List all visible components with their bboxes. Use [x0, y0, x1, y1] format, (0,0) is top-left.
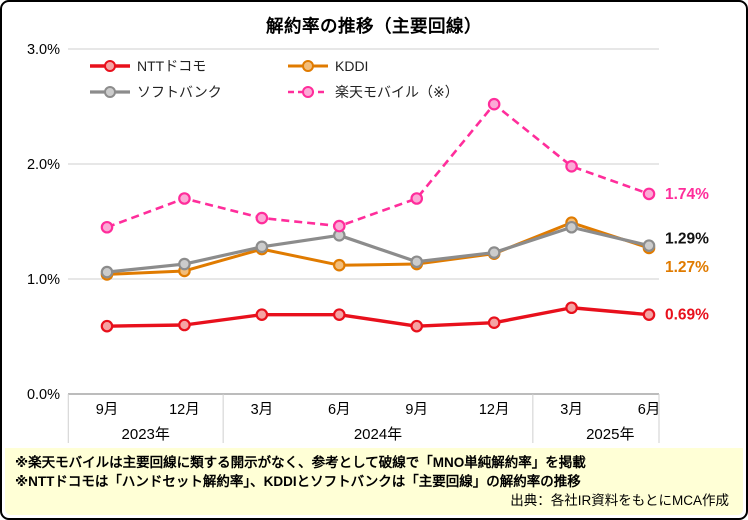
year-label: 2025年 [586, 426, 634, 443]
legend-marker-rakuten [302, 86, 314, 98]
legend-label-rakuten: 楽天モバイル（※） [335, 84, 459, 100]
series-marker-softbank [255, 240, 269, 254]
series-marker-docomo [565, 301, 578, 315]
series-marker-softbank [178, 257, 191, 271]
series-marker-docomo [332, 308, 346, 321]
x-tick-label: 12月 [479, 402, 510, 418]
y-tick-label: 1.0% [27, 272, 60, 288]
series-marker-docomo [410, 319, 424, 333]
legend-marker-docomo [104, 60, 116, 72]
x-tick-label: 9月 [405, 402, 428, 418]
legend-marker-kddi [302, 60, 314, 72]
x-tick-label: 6月 [638, 402, 661, 418]
x-tick-label: 6月 [328, 402, 351, 418]
series-marker-rakuten [642, 187, 656, 201]
x-tick-label: 12月 [169, 402, 200, 418]
note-line-1: ※楽天モバイルは主要回線に類する開示がなく、参考として破線で「MNO単純解約率」… [15, 455, 586, 470]
y-tick-label: 2.0% [27, 157, 60, 173]
series-marker-rakuten [487, 97, 501, 111]
series-marker-rakuten [255, 211, 269, 225]
x-tick-label: 3月 [560, 402, 583, 418]
legend-label-kddi: KDDI [335, 58, 368, 74]
series-marker-rakuten [100, 220, 114, 234]
end-label-docomo: 0.69% [665, 307, 709, 324]
series-line-docomo [106, 306, 650, 328]
notes-box: ※楽天モバイルは主要回線に類する開示がなく、参考として破線で「MNO単純解約率」… [5, 448, 743, 515]
series-marker-docomo [100, 319, 114, 333]
series-marker-softbank [565, 220, 578, 234]
series-marker-rakuten [178, 192, 191, 205]
note-line-2: ※NTTドコモは「ハンドセット解約率」、KDDIとソフトバンクは「主要回線」の解… [15, 474, 581, 489]
y-tick-label: 3.0% [27, 42, 60, 58]
end-label-rakuten: 1.74% [665, 186, 709, 203]
legend-marker-softbank [104, 86, 116, 98]
series-marker-softbank [100, 265, 114, 279]
chart-title: 解約率の推移（主要回線） [266, 16, 482, 36]
end-label-softbank: 1.29% [665, 231, 709, 248]
x-tick-label: 9月 [96, 402, 119, 418]
series-marker-softbank [642, 239, 656, 252]
series-marker-docomo [642, 308, 656, 321]
series-marker-softbank [410, 255, 424, 269]
y-tick-label: 0.0% [27, 387, 60, 403]
x-tick-label: 3月 [251, 402, 274, 418]
series-marker-docomo [178, 318, 191, 332]
series-marker-kddi [332, 258, 346, 272]
series-marker-docomo [255, 308, 269, 321]
series-line-rakuten [106, 102, 650, 229]
series-marker-docomo [487, 316, 501, 329]
chart-svg: 0.0% 1.0% 2.0% 3.0% 9月 12月 3月 6月 9月 12月 3月 6月 2023年 2… [27, 42, 709, 443]
legend-label-docomo: NTTドコモ [137, 58, 206, 74]
series-marker-rakuten [410, 192, 424, 205]
year-label: 2024年 [354, 426, 402, 443]
series-marker-rakuten [332, 219, 346, 233]
series-line-kddi [106, 221, 650, 276]
series-marker-rakuten [565, 160, 578, 173]
legend-label-softbank: ソフトバンク [137, 84, 222, 100]
note-source: 出典：各社IR資料をもとにMCA作成 [510, 493, 729, 508]
end-label-kddi: 1.27% [665, 259, 709, 276]
year-label: 2023年 [122, 426, 170, 443]
series-marker-softbank [487, 246, 501, 259]
series-line-softbank [106, 225, 650, 274]
